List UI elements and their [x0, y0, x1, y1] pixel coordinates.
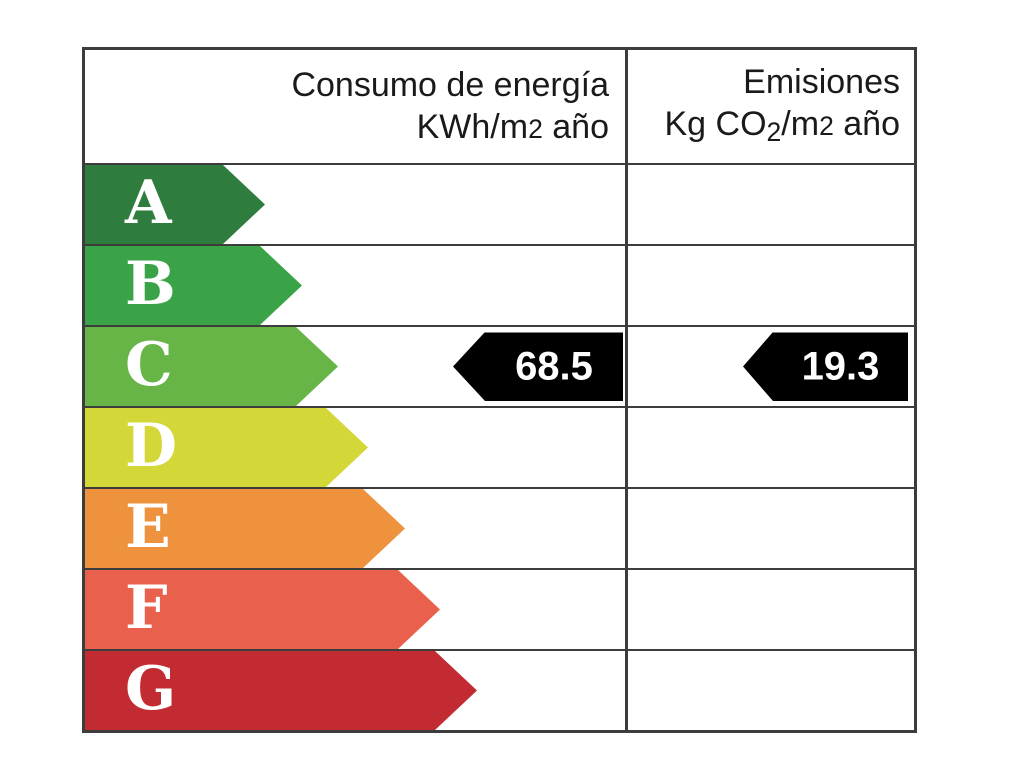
emissions-unit-exponent: 2: [819, 110, 834, 141]
consumption-title: Consumo de energía: [291, 65, 609, 104]
consumption-cell-c: C 68.5: [85, 327, 628, 406]
emissions-cell-a: [628, 165, 914, 244]
rating-letter-g: G: [125, 653, 178, 724]
rating-row-f: F: [85, 568, 914, 649]
emissions-cell-b: [628, 246, 914, 325]
consumption-cell-b: B: [85, 246, 628, 325]
consumption-cell-f: F: [85, 570, 628, 649]
consumption-header-cell: Consumo de energía KWh/m2 año: [85, 50, 628, 163]
rating-letter-d: D: [125, 410, 179, 481]
consumption-unit: KWh/m2 año: [417, 106, 609, 150]
rating-row-b: B: [85, 244, 914, 325]
consumption-value-arrow-label: 68.5: [515, 344, 593, 388]
emissions-cell-e: [628, 489, 914, 568]
consumption-unit-prefix: KWh/m: [416, 107, 529, 146]
emissions-unit-subscript: 2: [766, 116, 782, 147]
rating-arrow-f: F: [85, 570, 440, 649]
rating-arrow-e: E: [85, 489, 405, 568]
consumption-cell-e: E: [85, 489, 628, 568]
emissions-cell-d: [628, 408, 914, 487]
emissions-unit: Kg CO2/m2 año: [664, 103, 900, 153]
emissions-cell-g: [628, 651, 914, 730]
table-header: Consumo de energía KWh/m2 año Emisiones …: [85, 50, 914, 163]
consumption-unit-exponent: 2: [528, 113, 543, 144]
consumption-value-arrow: 68.5: [453, 332, 623, 401]
emissions-title: Emisiones: [743, 62, 900, 101]
emissions-cell-c: 19.3: [628, 327, 914, 406]
rating-arrow-d: D: [85, 408, 368, 487]
rating-arrow-c: C: [85, 327, 338, 406]
emissions-unit-mid: /m: [781, 104, 820, 143]
rating-row-e: E: [85, 487, 914, 568]
rating-rows: A B C 68.5 19.3 D E F G: [85, 163, 914, 730]
rating-row-a: A: [85, 163, 914, 244]
emissions-value-arrow-label: 19.3: [801, 344, 880, 388]
rating-letter-a: A: [125, 167, 173, 238]
emissions-value-arrow: 19.3: [743, 332, 908, 401]
consumption-cell-g: G: [85, 651, 628, 730]
rating-arrow-g: G: [85, 651, 477, 730]
energy-rating-table: Consumo de energía KWh/m2 año Emisiones …: [82, 47, 917, 733]
rating-letter-b: B: [125, 248, 177, 319]
consumption-unit-suffix: año: [542, 107, 609, 146]
emissions-header-cell: Emisiones Kg CO2/m2 año: [628, 50, 914, 163]
rating-letter-e: E: [125, 491, 172, 562]
rating-row-c: C 68.5 19.3: [85, 325, 914, 406]
rating-arrow-a: A: [85, 165, 265, 244]
emissions-cell-f: [628, 570, 914, 649]
rating-letter-c: C: [125, 329, 174, 400]
rating-row-g: G: [85, 649, 914, 730]
emissions-unit-suffix: año: [833, 104, 900, 143]
rating-row-d: D: [85, 406, 914, 487]
consumption-cell-d: D: [85, 408, 628, 487]
emissions-unit-prefix: Kg CO: [664, 104, 767, 143]
consumption-cell-a: A: [85, 165, 628, 244]
rating-letter-f: F: [125, 572, 169, 643]
rating-arrow-b: B: [85, 246, 302, 325]
